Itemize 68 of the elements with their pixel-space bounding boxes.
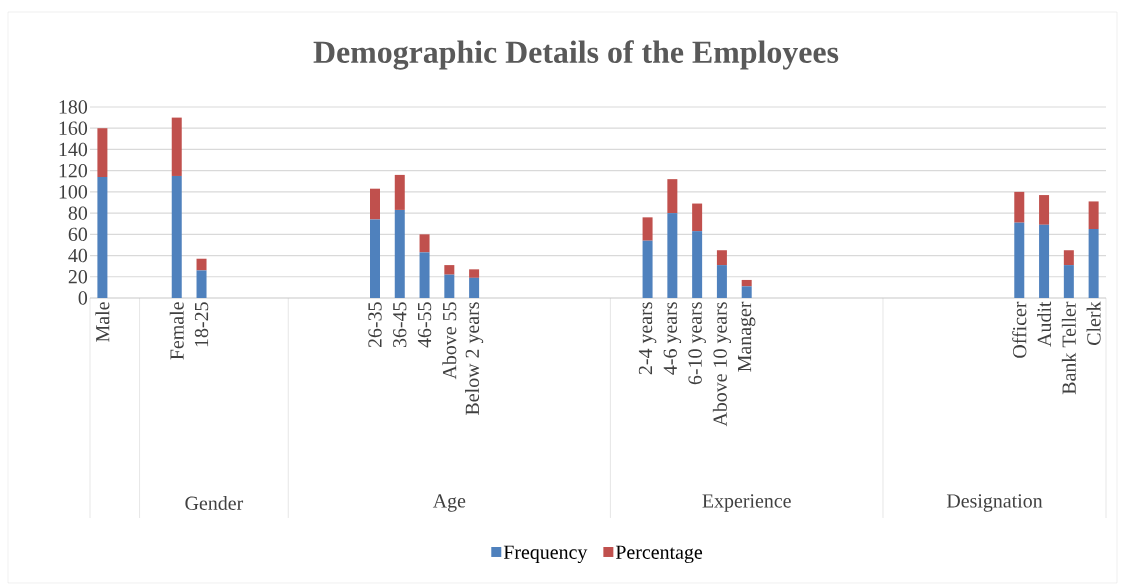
x-tick-label: Male [95, 302, 110, 342]
x-tick-label: Above 10 years [712, 302, 731, 427]
text: Age [432, 494, 466, 512]
y-tick-label: 160 [59, 121, 88, 135]
bar [1039, 195, 1050, 225]
bar [444, 274, 455, 298]
x-tick-label: Above 55 [442, 302, 457, 380]
bar [667, 213, 678, 298]
bar [692, 203, 703, 232]
x-tick-label: Manager [738, 301, 756, 372]
bar [692, 231, 703, 298]
x-tick-label: 2-4 years [638, 302, 657, 375]
chart-title: Demographic Details of the Employees [313, 40, 839, 70]
x-tick-label: 6-10 years [688, 302, 706, 385]
x-tick-label: 36-45 [393, 302, 407, 348]
x-tick-label: 4-6 years [663, 302, 682, 375]
bar [1088, 229, 1099, 298]
text: Experience [702, 494, 791, 512]
bar [171, 175, 182, 298]
x-tick-label: Below 2 years [465, 302, 484, 415]
bar [469, 277, 480, 298]
bar [196, 270, 207, 298]
bar [667, 179, 678, 214]
x-tick-label: Officer [1012, 301, 1027, 358]
bar [741, 279, 752, 287]
bar [642, 240, 653, 298]
x-tick-label: 26-35 [368, 302, 382, 348]
x-tick-label: Female [169, 302, 184, 360]
bar [1088, 201, 1099, 230]
legend-label: Percentage [615, 545, 703, 564]
bar [369, 188, 380, 220]
bar [716, 250, 727, 266]
y-tick-label: 80 [68, 206, 88, 220]
bar [97, 177, 108, 298]
legend-label: Frequency [503, 545, 588, 564]
bar [1039, 224, 1050, 298]
y-tick-label: 120 [59, 163, 88, 178]
bar [1063, 265, 1074, 298]
bar [642, 217, 653, 241]
y-tick-label: 140 [59, 142, 88, 157]
bar [419, 234, 430, 253]
y-tick-label: 40 [68, 248, 88, 263]
bar [1063, 250, 1074, 266]
x-tick-label: Audit [1037, 301, 1052, 347]
y-tick-label: 180 [59, 100, 88, 114]
text: Designation [946, 494, 1043, 512]
bar [369, 219, 380, 298]
bar [171, 117, 182, 176]
x-tick-label: Bank Teller [1061, 301, 1076, 395]
bar [394, 174, 405, 210]
y-tick-label: 20 [68, 270, 88, 284]
bar [394, 209, 405, 298]
bar [444, 265, 455, 275]
y-tick-label: 0 [78, 291, 88, 305]
text: Gender [185, 495, 244, 510]
bar [741, 286, 752, 298]
bar [196, 258, 207, 271]
x-tick-label: Clerk [1086, 301, 1101, 345]
bar [469, 269, 480, 278]
x-tick-label: 46-55 [417, 302, 432, 348]
bar [97, 128, 108, 178]
bar [716, 265, 727, 298]
bar [419, 252, 430, 298]
y-tick-label: 100 [59, 185, 88, 199]
y-tick-label: 60 [68, 227, 88, 242]
x-tick-label: 18-25 [194, 302, 209, 347]
bar [1014, 191, 1025, 223]
bar [1014, 222, 1025, 298]
